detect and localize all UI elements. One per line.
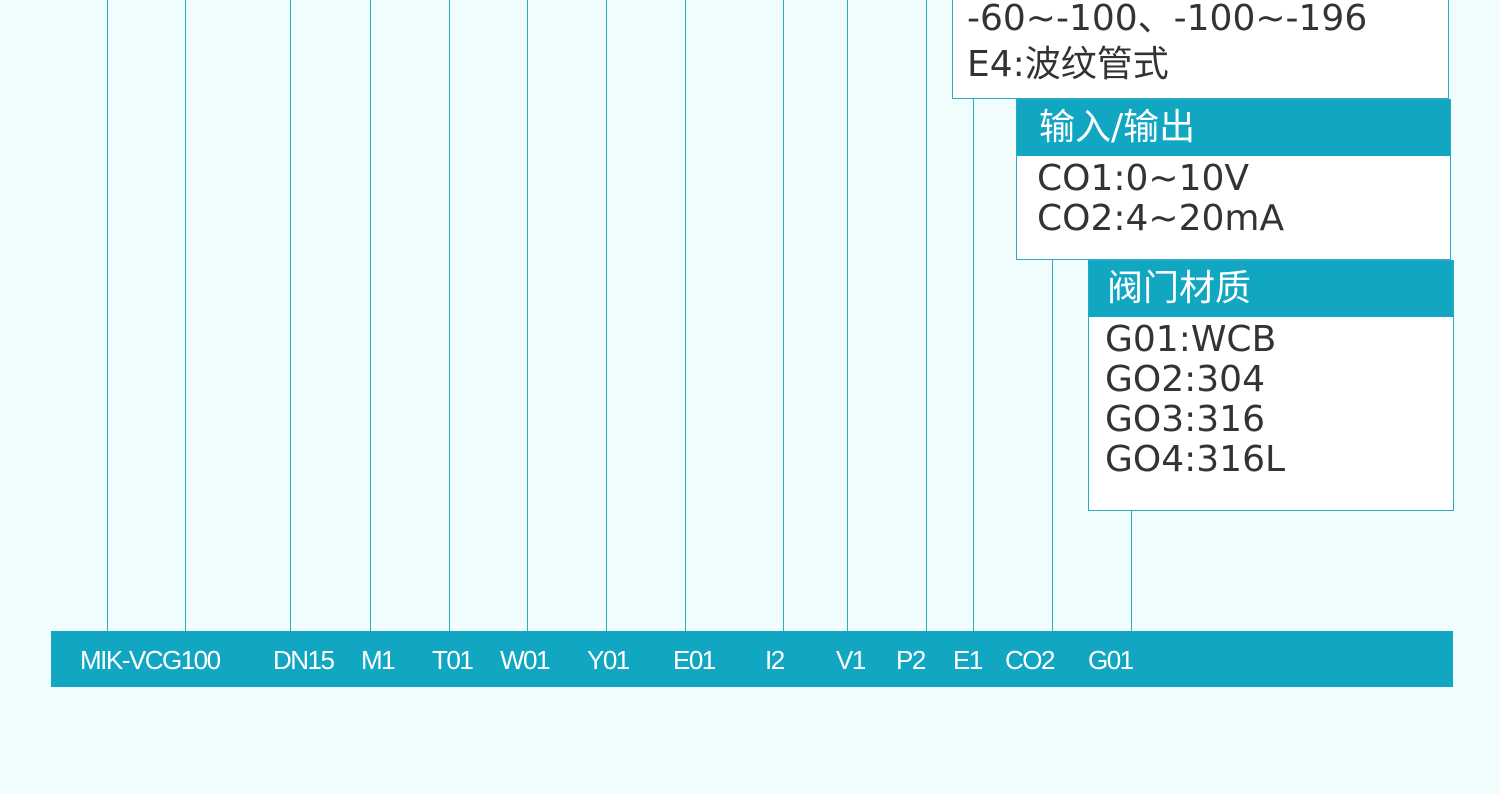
connector-line-p (847, 0, 848, 631)
material-option: GO4:316L (1105, 439, 1286, 480)
code-segment-p: P2 (896, 645, 926, 675)
material-option: G01:WCB (1105, 319, 1277, 360)
connector-line-model (107, 0, 108, 631)
io-box-body: CO1:0~10V CO2:4~20mA (1017, 156, 1450, 239)
io-box: 输入/输出 CO1:0~10V CO2:4~20mA (1016, 99, 1451, 260)
code-segment-i: I2 (765, 645, 785, 675)
connector-line-i (685, 0, 686, 631)
material-box: 阀门材质 G01:WCB GO2:304 GO3:316 GO4:316L (1088, 260, 1454, 511)
io-option: CO2:4~20mA (1037, 198, 1285, 239)
connector-line-y (527, 0, 528, 631)
code-segment-e1: E1 (953, 645, 983, 675)
connector-line-v (783, 0, 784, 631)
element-type-line: E4:波纹管式 (967, 44, 1169, 85)
connector-line-co (973, 99, 974, 631)
connector-line-e01 (606, 0, 607, 631)
code-segment-v: V1 (836, 645, 866, 675)
code-segment-e01: E01 (673, 645, 716, 675)
connector-line-t (370, 0, 371, 631)
code-segment-g: G01 (1088, 645, 1134, 675)
io-option: CO1:0~10V (1037, 158, 1250, 199)
connector-line-g (1052, 259, 1053, 631)
code-segment-t: T01 (432, 645, 474, 675)
connector-line-m (290, 0, 291, 631)
material-option: GO3:316 (1105, 399, 1265, 440)
code-segment-model: MIK-VCG100 (80, 645, 221, 675)
material-box-title: 阀门材质 (1089, 261, 1453, 317)
code-segment-w: W01 (500, 645, 550, 675)
io-box-title: 输入/输出 (1017, 100, 1450, 156)
code-segment-co: CO2 (1005, 645, 1055, 675)
element-type-box: -60~-100、-100~-196 E4:波纹管式 (952, 0, 1449, 99)
material-box-body: G01:WCB GO2:304 GO3:316 GO4:316L (1089, 317, 1453, 480)
code-segment-dn: DN15 (273, 645, 335, 675)
code-segment-m: M1 (361, 645, 396, 675)
model-code-bar: MIK-VCG100 DN15 M1 T01 W01 Y01 E01 I2 V1… (51, 631, 1453, 687)
connector-line-dn (185, 0, 186, 631)
material-option: GO2:304 (1105, 359, 1265, 400)
connector-line-w (449, 0, 450, 631)
code-segment-y: Y01 (587, 645, 630, 675)
element-type-line: -60~-100、-100~-196 (967, 0, 1368, 39)
connector-line-e1 (926, 0, 927, 631)
connector-line-g01 (1131, 509, 1132, 631)
